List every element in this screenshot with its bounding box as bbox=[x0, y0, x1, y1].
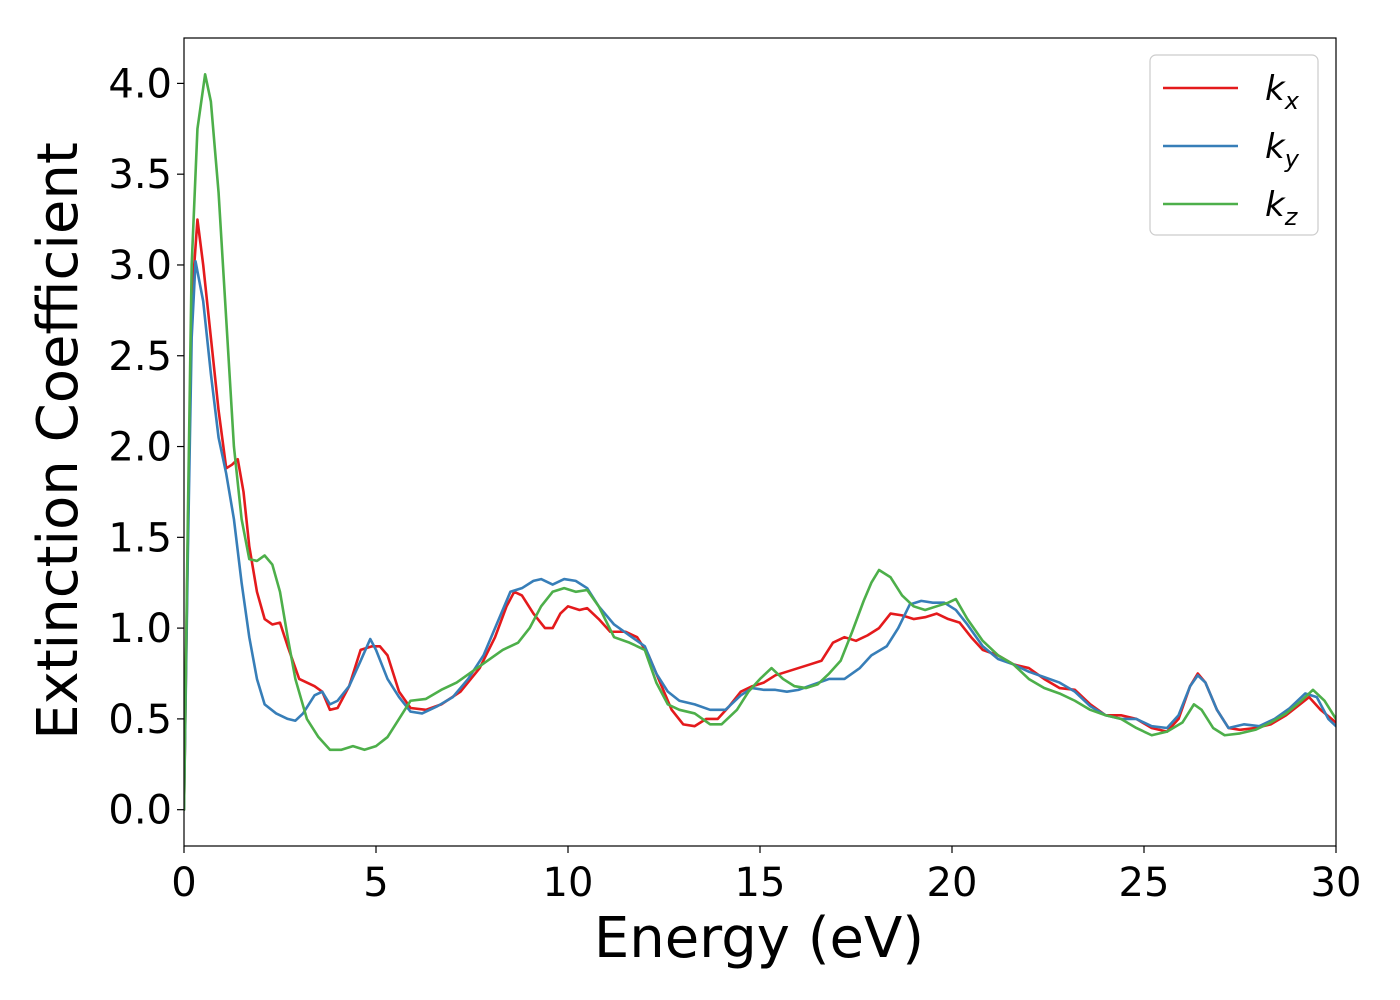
legend-label-subscript: x bbox=[1284, 87, 1300, 115]
y-tick-label: 2.0 bbox=[108, 425, 172, 471]
x-tick-label: 0 bbox=[171, 860, 196, 906]
y-tick-label: 3.5 bbox=[108, 152, 172, 198]
legend-label-subscript: y bbox=[1284, 145, 1300, 173]
legend-label-main: k bbox=[1265, 185, 1286, 225]
x-tick-label: 25 bbox=[1119, 860, 1170, 906]
y-tick-label: 2.5 bbox=[108, 334, 172, 380]
legend-label-main: k bbox=[1265, 127, 1286, 167]
legend-label-subscript: z bbox=[1284, 203, 1299, 231]
x-tick-label: 30 bbox=[1311, 860, 1362, 906]
y-tick-label: 4.0 bbox=[108, 61, 172, 107]
y-tick-label: 0.0 bbox=[108, 788, 172, 834]
x-axis-label: Energy (eV) bbox=[594, 906, 924, 971]
x-tick-label: 15 bbox=[735, 860, 786, 906]
legend-label-ky: ky bbox=[1265, 127, 1300, 173]
x-tick-label: 5 bbox=[363, 860, 388, 906]
x-tick-label: 20 bbox=[927, 860, 978, 906]
series-line-ky bbox=[184, 260, 1336, 811]
y-tick-label: 1.5 bbox=[108, 515, 172, 561]
y-axis-ticks: 0.0 0.5 1.0 1.5 2.0 2.5 3.0 3.5 4.0 bbox=[108, 61, 184, 834]
legend-label-main: k bbox=[1265, 69, 1286, 109]
x-axis-ticks: 0 5 10 15 20 25 30 bbox=[171, 846, 1361, 906]
y-tick-label: 1.0 bbox=[108, 606, 172, 652]
series-line-kx bbox=[184, 218, 1336, 811]
series-line-kz bbox=[184, 73, 1336, 811]
y-axis-label: Extinction Coefficient bbox=[26, 142, 91, 740]
legend-label-kx: kx bbox=[1265, 69, 1300, 115]
y-tick-label: 0.5 bbox=[108, 697, 172, 743]
legend-label-kz: kz bbox=[1265, 185, 1299, 231]
y-tick-label: 3.0 bbox=[108, 243, 172, 289]
x-tick-label: 10 bbox=[543, 860, 594, 906]
